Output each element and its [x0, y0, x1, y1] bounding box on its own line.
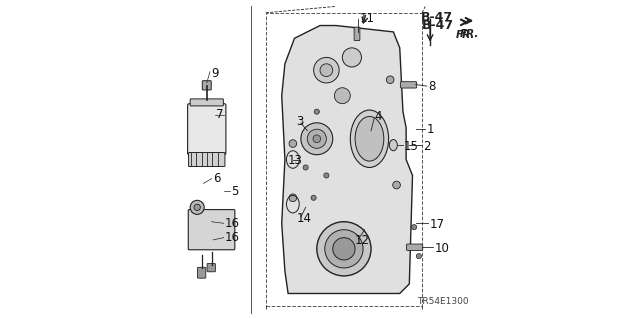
- FancyBboxPatch shape: [401, 82, 417, 88]
- Circle shape: [317, 222, 371, 276]
- Circle shape: [311, 195, 316, 200]
- Polygon shape: [282, 26, 413, 293]
- Circle shape: [334, 88, 350, 104]
- Ellipse shape: [355, 116, 384, 161]
- Circle shape: [417, 254, 422, 259]
- FancyBboxPatch shape: [188, 210, 235, 250]
- Circle shape: [412, 225, 417, 230]
- Circle shape: [387, 76, 394, 84]
- Text: 15: 15: [404, 140, 419, 152]
- FancyBboxPatch shape: [188, 104, 226, 155]
- FancyBboxPatch shape: [189, 152, 225, 167]
- Circle shape: [303, 165, 308, 170]
- Text: 6: 6: [213, 172, 221, 185]
- Text: 12: 12: [355, 234, 369, 247]
- Text: 14: 14: [297, 212, 312, 225]
- Circle shape: [307, 129, 326, 148]
- Text: 1: 1: [426, 123, 434, 136]
- Circle shape: [289, 140, 297, 147]
- Text: 11: 11: [359, 12, 374, 25]
- Text: 3: 3: [296, 115, 303, 128]
- FancyBboxPatch shape: [190, 99, 223, 106]
- FancyBboxPatch shape: [406, 244, 422, 250]
- Circle shape: [342, 48, 362, 67]
- Text: FR.: FR.: [460, 29, 479, 39]
- Circle shape: [289, 194, 297, 202]
- Circle shape: [314, 109, 319, 114]
- Text: 5: 5: [230, 185, 238, 198]
- Text: TR54E1300: TR54E1300: [417, 297, 468, 306]
- FancyBboxPatch shape: [354, 27, 360, 41]
- Circle shape: [314, 57, 339, 83]
- Text: 16: 16: [224, 231, 239, 244]
- Text: 16: 16: [224, 217, 239, 230]
- Circle shape: [190, 200, 204, 214]
- FancyBboxPatch shape: [198, 267, 206, 278]
- Text: 2: 2: [423, 140, 431, 153]
- Text: 7: 7: [216, 108, 224, 121]
- Circle shape: [333, 238, 355, 260]
- Text: 9: 9: [212, 67, 219, 80]
- Text: 8: 8: [428, 80, 435, 93]
- FancyBboxPatch shape: [202, 81, 211, 90]
- Circle shape: [324, 230, 363, 268]
- Ellipse shape: [389, 139, 397, 151]
- Text: B-47: B-47: [422, 19, 454, 32]
- Text: 10: 10: [434, 242, 449, 255]
- Text: 17: 17: [429, 218, 444, 231]
- Text: 13: 13: [288, 154, 303, 167]
- Text: 4: 4: [375, 110, 382, 123]
- Text: B-47: B-47: [420, 11, 452, 24]
- Circle shape: [320, 64, 333, 77]
- Ellipse shape: [350, 110, 388, 167]
- Bar: [266, 13, 422, 306]
- Circle shape: [324, 173, 329, 178]
- Circle shape: [393, 181, 401, 189]
- Text: FR.: FR.: [456, 30, 475, 40]
- Circle shape: [301, 123, 333, 155]
- Circle shape: [194, 204, 200, 211]
- Circle shape: [313, 135, 321, 143]
- FancyBboxPatch shape: [207, 263, 216, 272]
